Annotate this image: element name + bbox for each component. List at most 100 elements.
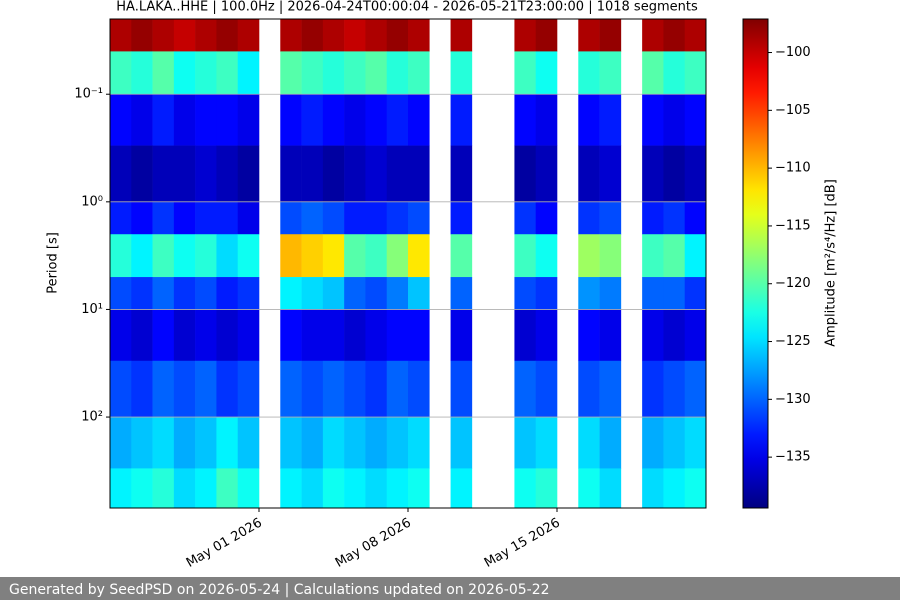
cell xyxy=(535,277,558,310)
cell xyxy=(152,19,175,52)
cell xyxy=(408,277,430,310)
cell xyxy=(322,19,345,52)
cell xyxy=(110,468,132,509)
cell xyxy=(578,51,600,95)
y-tick-label: 10¹ xyxy=(81,302,103,317)
cell xyxy=(642,468,664,509)
x-tick-label: May 08 2026 xyxy=(333,516,414,571)
cell xyxy=(152,234,175,278)
cell xyxy=(365,145,388,203)
cell xyxy=(684,94,707,146)
cell xyxy=(110,19,132,52)
cell xyxy=(322,201,345,235)
cell xyxy=(684,468,707,509)
cell xyxy=(344,19,366,52)
cell xyxy=(642,417,664,469)
cell xyxy=(173,51,196,95)
cell xyxy=(280,417,302,469)
cell xyxy=(408,360,430,418)
cell xyxy=(280,94,302,146)
cell xyxy=(642,234,664,278)
cell xyxy=(216,360,239,418)
cell xyxy=(216,19,239,52)
cell xyxy=(535,360,558,418)
cell xyxy=(578,417,600,469)
cell xyxy=(386,19,409,52)
cell xyxy=(173,360,196,418)
cell xyxy=(152,468,175,509)
cell xyxy=(173,277,196,310)
cell xyxy=(365,277,388,310)
cell xyxy=(216,51,239,95)
cell xyxy=(344,360,366,418)
cell xyxy=(642,360,664,418)
cell xyxy=(663,468,686,509)
cell xyxy=(195,51,217,95)
cell xyxy=(514,51,537,95)
cell xyxy=(301,51,324,95)
cell xyxy=(599,360,622,418)
cell xyxy=(599,277,622,310)
cell xyxy=(216,94,239,146)
cell xyxy=(599,94,622,146)
cell xyxy=(216,234,239,278)
cell xyxy=(450,277,473,310)
cell xyxy=(301,277,324,310)
cell xyxy=(280,201,302,235)
cell xyxy=(280,234,302,278)
cell xyxy=(301,145,324,203)
cell xyxy=(684,309,707,362)
cell xyxy=(237,468,260,509)
cell xyxy=(535,234,558,278)
cell xyxy=(195,234,217,278)
cell xyxy=(663,360,686,418)
cell xyxy=(386,201,409,235)
cell xyxy=(280,19,302,52)
cell xyxy=(599,51,622,95)
cell xyxy=(173,145,196,203)
cell xyxy=(322,360,345,418)
cell xyxy=(450,468,473,509)
x-tick-label: May 01 2026 xyxy=(184,516,265,571)
cell xyxy=(237,19,260,52)
cell xyxy=(131,360,153,418)
cell xyxy=(642,145,664,203)
cell xyxy=(365,94,388,146)
cell xyxy=(408,145,430,203)
cell xyxy=(110,277,132,310)
cell xyxy=(535,309,558,362)
cell xyxy=(237,234,260,278)
cell xyxy=(514,360,537,418)
cell xyxy=(514,201,537,235)
cell xyxy=(344,201,366,235)
cell xyxy=(152,94,175,146)
cell xyxy=(599,417,622,469)
cell xyxy=(663,94,686,146)
cell xyxy=(535,201,558,235)
footer-text: Generated by SeedPSD on 2026-05-24 | Cal… xyxy=(9,582,550,598)
cell xyxy=(684,234,707,278)
cell xyxy=(578,360,600,418)
cell xyxy=(110,94,132,146)
cell xyxy=(450,51,473,95)
cell xyxy=(450,201,473,235)
cell xyxy=(152,309,175,362)
cell xyxy=(131,51,153,95)
cell xyxy=(322,468,345,509)
cell xyxy=(344,277,366,310)
cell xyxy=(280,468,302,509)
cell xyxy=(408,94,430,146)
cell xyxy=(152,201,175,235)
cell xyxy=(365,19,388,52)
cell xyxy=(110,360,132,418)
cell xyxy=(173,94,196,146)
cell xyxy=(514,468,537,509)
cell xyxy=(195,417,217,469)
cell xyxy=(365,309,388,362)
cell xyxy=(408,309,430,362)
y-tick-label: 10⁰ xyxy=(81,194,103,209)
cell xyxy=(642,277,664,310)
cell xyxy=(280,277,302,310)
cell xyxy=(131,309,153,362)
